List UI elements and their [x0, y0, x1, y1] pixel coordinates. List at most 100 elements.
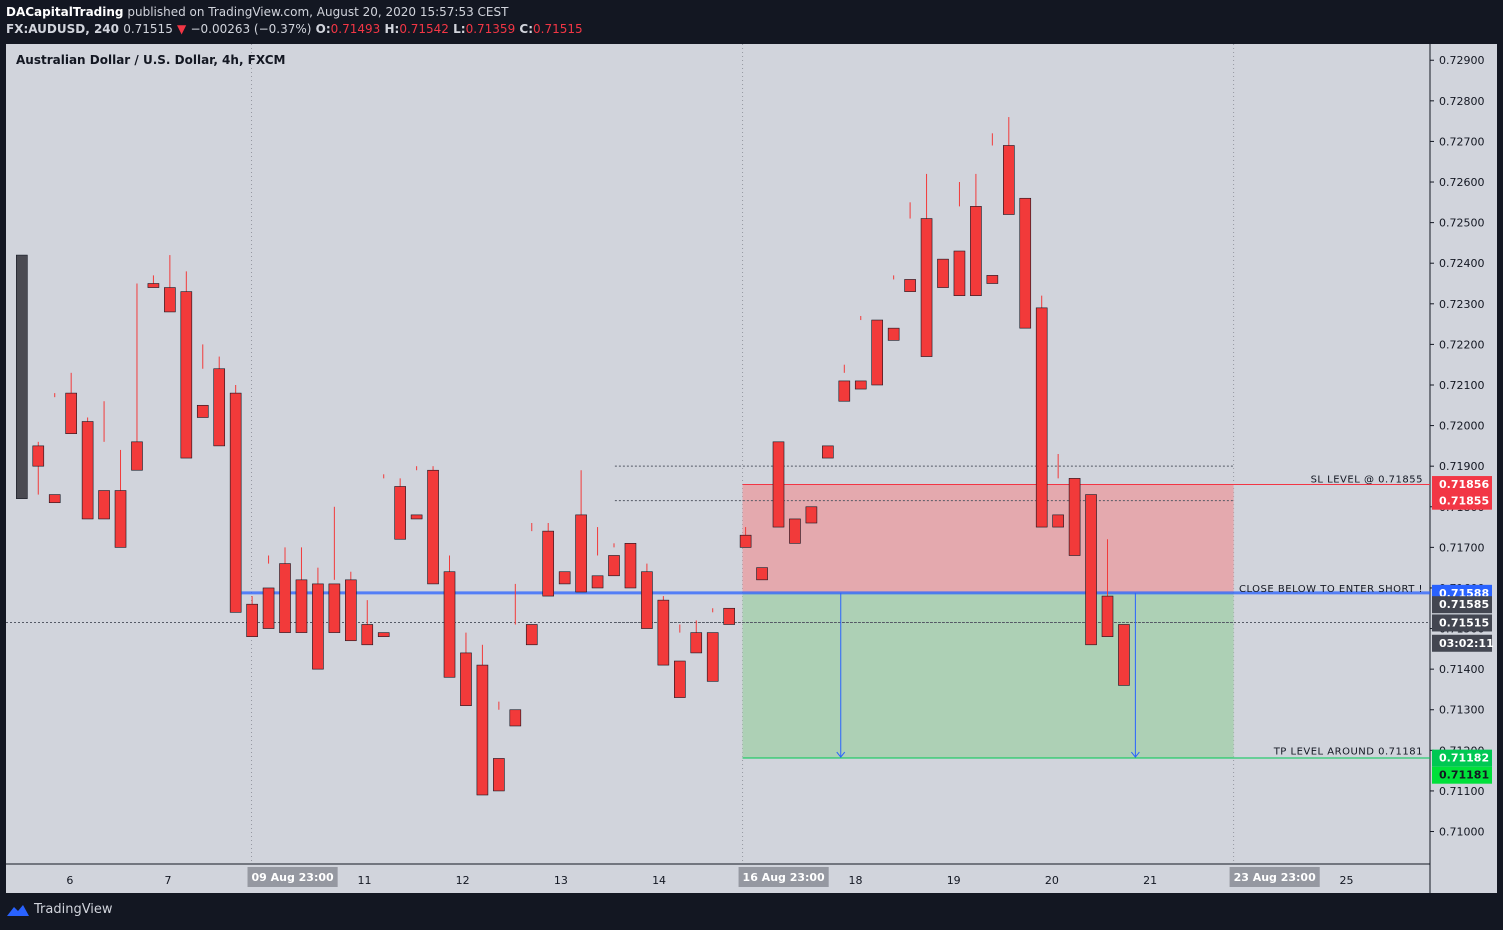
candle-body[interactable]: [690, 632, 703, 654]
candle-body[interactable]: [591, 575, 604, 589]
candle-body[interactable]: [706, 632, 719, 682]
candle-body[interactable]: [805, 506, 818, 524]
price-label-text: 0.71856: [1439, 478, 1489, 491]
open-value: 0.71493: [330, 22, 381, 36]
change-arrow-icon: ▼: [177, 22, 187, 36]
candle-body[interactable]: [657, 599, 670, 666]
price-label-badge[interactable]: [1432, 766, 1492, 784]
candle-body[interactable]: [410, 514, 423, 520]
candle-body[interactable]: [295, 579, 308, 633]
candle-body[interactable]: [345, 579, 357, 642]
candle-body[interactable]: [887, 327, 900, 341]
candle-body[interactable]: [114, 490, 127, 548]
candle-body[interactable]: [147, 283, 160, 288]
candle-body[interactable]: [624, 543, 637, 589]
candle-body[interactable]: [65, 392, 77, 435]
time-highlight-badge: [785, 867, 829, 887]
candle-body[interactable]: [460, 652, 472, 706]
price-label-badge[interactable]: [1432, 492, 1492, 510]
price-label-badge[interactable]: [1432, 614, 1492, 632]
candle-body[interactable]: [772, 441, 785, 528]
price-label-badge[interactable]: [1432, 476, 1492, 494]
candle-body[interactable]: [180, 291, 193, 459]
candle-body[interactable]: [443, 571, 456, 678]
candle-body[interactable]: [920, 218, 933, 357]
candle-body[interactable]: [739, 534, 752, 548]
candle-body[interactable]: [558, 571, 571, 585]
take-profit-zone[interactable]: [742, 592, 1234, 759]
level-annotation: CLOSE BELOW TO ENTER SHORT !: [1239, 584, 1423, 595]
tradingview-logo-icon: [7, 904, 29, 916]
candle-body[interactable]: [723, 607, 735, 625]
candle-body[interactable]: [608, 555, 620, 577]
candle-body[interactable]: [1068, 478, 1081, 556]
publisher-name[interactable]: DACapitalTrading: [6, 5, 124, 19]
x-tick-label: 18: [848, 874, 862, 887]
candle-body[interactable]: [1052, 514, 1064, 528]
candle-body[interactable]: [904, 279, 916, 292]
candle-body[interactable]: [575, 514, 587, 593]
candle-body[interactable]: [164, 287, 176, 313]
level-annotation: TP LEVEL AROUND 0.71181: [1273, 746, 1423, 757]
candle-body[interactable]: [196, 404, 209, 418]
candle-body[interactable]: [1085, 494, 1097, 646]
candle-body[interactable]: [32, 445, 45, 467]
chart-header: DACapitalTrading published on TradingVie…: [6, 4, 583, 38]
time-highlight-badge: [294, 867, 338, 887]
candle-body[interactable]: [377, 632, 390, 637]
y-tick-label: 0.72100: [1439, 379, 1485, 392]
candle-body[interactable]: [789, 518, 801, 544]
candle-body[interactable]: [16, 254, 28, 499]
candle-body[interactable]: [493, 758, 505, 792]
candle-body[interactable]: [854, 380, 867, 390]
symbol-label[interactable]: FX:AUDUSD, 240: [6, 22, 120, 36]
candle-body[interactable]: [986, 275, 999, 284]
candle-body[interactable]: [509, 709, 522, 727]
candle-body[interactable]: [871, 319, 884, 386]
y-tick-label: 0.71300: [1439, 704, 1485, 717]
candle-body[interactable]: [970, 206, 982, 296]
candle-body[interactable]: [262, 587, 275, 629]
price-label-badge[interactable]: [1432, 596, 1492, 614]
price-label-text: 0.71585: [1439, 598, 1489, 611]
tradingview-brand: TradingView: [34, 902, 113, 917]
candle-body[interactable]: [674, 660, 686, 698]
candle-body[interactable]: [98, 490, 110, 520]
x-tick-label: 21: [1143, 874, 1157, 887]
candle-body[interactable]: [81, 421, 94, 520]
candle-body[interactable]: [394, 486, 406, 540]
candle-body[interactable]: [427, 469, 439, 585]
candle-body[interactable]: [476, 664, 489, 796]
candle-body[interactable]: [953, 250, 966, 296]
time-axis-panel[interactable]: [6, 864, 1430, 893]
price-label-text: 0.71855: [1439, 495, 1489, 508]
stop-loss-zone[interactable]: [742, 484, 1234, 593]
candle-body[interactable]: [822, 445, 834, 459]
candle-body[interactable]: [279, 563, 291, 633]
candle-body[interactable]: [229, 392, 242, 613]
price-label-badge[interactable]: [1432, 749, 1492, 767]
candle-body[interactable]: [641, 571, 653, 629]
y-tick-label: 0.72500: [1439, 217, 1485, 230]
candle-body[interactable]: [542, 530, 555, 597]
candle-body[interactable]: [937, 258, 949, 288]
candle-body[interactable]: [525, 624, 538, 646]
tradingview-footer[interactable]: TradingView: [6, 902, 113, 917]
candle-body[interactable]: [1101, 595, 1114, 637]
candle-body[interactable]: [1019, 197, 1032, 329]
candle-body[interactable]: [328, 583, 341, 633]
candle-body[interactable]: [756, 567, 768, 581]
candle-body[interactable]: [838, 380, 851, 402]
candle-body[interactable]: [1035, 307, 1048, 528]
price-label-badge[interactable]: [1432, 634, 1492, 652]
candle-body[interactable]: [246, 603, 258, 637]
candle-body[interactable]: [1118, 624, 1130, 686]
candle-body[interactable]: [213, 368, 226, 447]
y-tick-label: 0.72300: [1439, 298, 1485, 311]
candle-body[interactable]: [1002, 145, 1015, 215]
candle-body[interactable]: [48, 494, 61, 504]
candle-body[interactable]: [131, 441, 143, 471]
candle-body[interactable]: [361, 624, 374, 646]
candle-body[interactable]: [312, 583, 324, 670]
